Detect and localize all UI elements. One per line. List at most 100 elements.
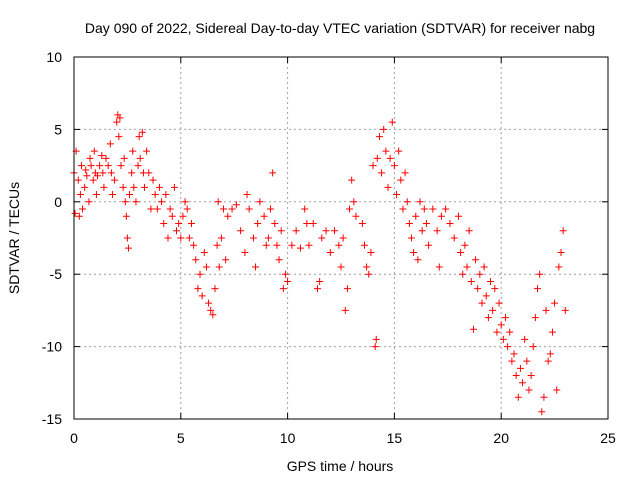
axis-ticks: 0 5 10 15 20 25 10 5 0 -5 -10 -15 [42,49,616,446]
data-point [365,270,373,278]
data-point [363,263,371,271]
data-point [305,241,313,249]
data-point [224,212,232,220]
data-point [117,162,125,170]
data-point [504,343,512,351]
data-point [75,212,83,220]
data-point [254,220,262,228]
data-point [350,198,358,206]
data-point [147,205,155,213]
data-point [87,162,95,170]
data-point [514,393,522,401]
data-point [138,128,146,136]
data-point [241,248,249,256]
data-point [123,234,131,242]
data-point [168,212,176,220]
data-point [85,198,93,206]
data-point [326,248,334,256]
x-tick-label: 10 [280,430,296,446]
data-point [346,205,354,213]
x-tick-label: 15 [387,430,403,446]
data-point [478,299,486,307]
data-point [99,169,107,177]
data-point [397,176,405,184]
data-point [116,114,124,122]
y-tick-label: 0 [54,194,62,210]
data-point [166,205,174,213]
data-point [557,248,565,256]
data-point [267,205,275,213]
data-point [104,162,112,170]
data-point [175,220,183,228]
data-point [228,205,236,213]
data-point [442,205,450,213]
data-point [89,176,97,184]
data-point [177,234,185,242]
data-point [213,241,221,249]
data-point [132,198,140,206]
data-point [461,241,469,249]
data-point [450,234,458,242]
data-point [140,183,148,191]
data-point [124,244,132,252]
data-point [121,198,129,206]
data-point [499,335,507,343]
data-point [279,285,287,293]
data-point [90,147,98,155]
data-point [380,125,388,133]
data-point [303,220,311,228]
data-point [516,364,524,372]
data-point [405,220,413,228]
data-point [553,386,561,394]
data-point [501,314,509,322]
data-point [316,277,324,285]
data-point [497,321,505,329]
data-point [418,227,426,235]
data-point [277,227,285,235]
data-point [301,205,309,213]
data-point [217,234,225,242]
data-point [126,191,134,199]
x-tick-label: 0 [70,430,78,446]
data-point [134,162,142,170]
data-point [410,248,418,256]
data-point [96,162,104,170]
data-point [205,299,213,307]
data-point [245,205,253,213]
data-point [529,343,537,351]
data-point [489,306,497,314]
data-point [382,147,390,155]
data-point [531,314,539,322]
data-point [92,191,100,199]
data-point [348,176,356,184]
data-point [407,234,415,242]
data-point [149,176,157,184]
data-point [264,234,272,242]
data-point [544,357,552,365]
data-point [120,154,128,162]
data-point [129,147,137,155]
x-tick-label: 20 [493,430,509,446]
data-point [232,201,240,209]
data-point [542,306,550,314]
data-point [256,198,264,206]
data-point [476,270,484,278]
data-point [403,198,411,206]
data-point [220,205,228,213]
data-point [512,372,520,380]
data-point [508,357,516,365]
data-point [534,285,542,293]
data-point [288,241,296,249]
data-point [395,147,403,155]
y-axis-label: SDTVAR / TECUs [6,182,22,294]
data-point [249,234,257,242]
data-point [102,154,110,162]
data-point [416,198,424,206]
data-point [519,379,527,387]
data-point [465,227,473,235]
data-point [209,311,217,319]
data-point [183,205,191,213]
data-point [371,343,379,351]
data-point [337,263,345,271]
data-point [352,212,360,220]
